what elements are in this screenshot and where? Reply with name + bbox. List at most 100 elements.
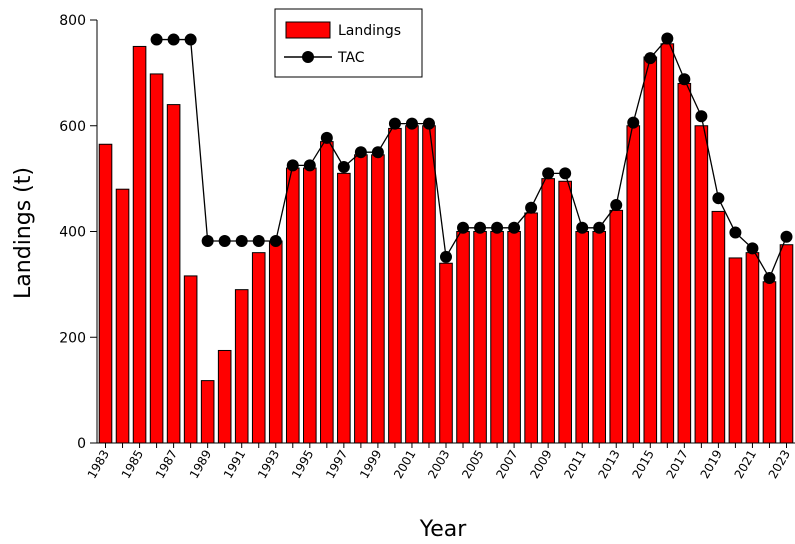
- landings-bar-2009: [541, 178, 555, 444]
- tac-point-2006: [491, 221, 504, 234]
- landings-bar-1991: [234, 289, 249, 444]
- landings-bar-2002: [422, 125, 436, 444]
- landings-bar-1989: [200, 380, 215, 444]
- tac-point-2010: [559, 167, 572, 180]
- landings-bar-2019: [711, 210, 726, 444]
- tac-point-2001: [405, 117, 418, 130]
- landings-bar-1996: [320, 141, 334, 444]
- tac-point-1995: [303, 159, 316, 172]
- tac-point-2000: [388, 117, 401, 130]
- legend-landings-label: Landings: [338, 23, 401, 39]
- legend-tac-label: TAC: [337, 50, 365, 66]
- landings-bar-1995: [303, 167, 317, 444]
- x-tick-label-2017: 2017: [664, 448, 691, 481]
- tac-point-1999: [371, 146, 384, 159]
- x-tick-label-1989: 1989: [187, 448, 214, 481]
- landings-bar-1985: [132, 45, 147, 444]
- x-tick-label-2007: 2007: [493, 448, 520, 481]
- x-tick-label-2005: 2005: [459, 448, 486, 481]
- tac-point-1997: [337, 160, 350, 173]
- tac-point-2016: [661, 32, 674, 45]
- x-tick-label-1983: 1983: [85, 448, 112, 481]
- tac-point-1986: [150, 33, 163, 46]
- landings-bar-1983: [98, 143, 113, 444]
- x-tick-label-2013: 2013: [595, 448, 622, 481]
- landings-bar-2004: [456, 231, 470, 444]
- landings-bar-2020: [728, 257, 743, 444]
- landings-bar-1990: [217, 349, 232, 444]
- tac-point-2021: [746, 242, 759, 255]
- landings-bar-2013: [609, 209, 624, 444]
- x-tick-label-1985: 1985: [119, 448, 146, 481]
- tac-point-2014: [627, 116, 640, 129]
- landings-bar-2006: [490, 231, 504, 444]
- x-tick-label-2015: 2015: [629, 448, 656, 481]
- landings-bar-2005: [473, 231, 487, 444]
- x-tick-label-2011: 2011: [561, 448, 588, 481]
- legend-tac-marker: [302, 51, 314, 63]
- tac-point-1988: [184, 33, 197, 46]
- landings-bar-2000: [388, 127, 402, 444]
- landings-bar-2016: [660, 43, 675, 444]
- y-tick-label-200: 200: [59, 330, 86, 346]
- tac-point-1993: [269, 235, 282, 248]
- tac-point-1990: [218, 235, 231, 248]
- landings-bar-2003: [439, 262, 453, 444]
- tac-line-0: [156, 37, 788, 280]
- tac-point-2023: [780, 230, 793, 243]
- tac-point-2020: [729, 226, 742, 239]
- landings-bar-1986: [149, 73, 164, 444]
- tac-point-1989: [201, 235, 214, 248]
- y-tick-label-0: 0: [77, 436, 86, 452]
- tac-point-2007: [508, 221, 521, 234]
- landings-bar-1987: [166, 104, 181, 444]
- landings-bar-1993: [268, 240, 283, 444]
- x-tick-label-2019: 2019: [698, 448, 725, 481]
- tac-point-2002: [422, 117, 435, 130]
- x-tick-label-2001: 2001: [391, 448, 418, 481]
- x-tick-label-1991: 1991: [221, 448, 248, 481]
- x-tick-label-1995: 1995: [289, 448, 316, 481]
- tac-point-2011: [576, 221, 589, 234]
- landings-bar-2018: [694, 125, 709, 444]
- x-tick-label-2003: 2003: [425, 448, 452, 481]
- tac-point-2018: [695, 110, 708, 123]
- landings-bar-2007: [507, 231, 521, 444]
- tac-point-2015: [644, 52, 657, 65]
- landings-bar-1984: [115, 188, 130, 444]
- x-tick-label-2021: 2021: [732, 448, 759, 481]
- landings-bar-2015: [643, 56, 658, 444]
- x-tick-label-1993: 1993: [255, 448, 282, 481]
- legend-landings-swatch: [285, 21, 331, 39]
- tac-series: [150, 32, 793, 285]
- y-axis-title: Landings (t): [11, 167, 36, 299]
- x-tick-label-1987: 1987: [153, 448, 180, 481]
- tac-point-2004: [457, 221, 470, 234]
- tac-point-1998: [354, 146, 367, 159]
- landings-bar-2022: [762, 281, 777, 444]
- landings-bar-1994: [285, 167, 300, 444]
- landings-bar-1988: [183, 275, 198, 444]
- landings-bar-2021: [745, 252, 760, 444]
- x-tick-label-2009: 2009: [527, 448, 554, 481]
- landings-bar-2011: [575, 231, 590, 444]
- landings-bar-2001: [405, 125, 419, 444]
- y-tick-label-400: 400: [59, 225, 86, 241]
- x-tick-label-1999: 1999: [357, 448, 384, 481]
- tac-point-2012: [593, 221, 606, 234]
- landings-bar-2023: [779, 244, 794, 444]
- landings-bars: [98, 43, 794, 444]
- tac-point-2005: [474, 221, 487, 234]
- legend: Landings TAC: [274, 8, 423, 78]
- landings-bar-2010: [558, 180, 572, 444]
- x-tick-label-1997: 1997: [323, 448, 350, 481]
- landings-bar-1997: [337, 172, 351, 444]
- landings-bar-2014: [626, 125, 641, 444]
- y-tick-label-600: 600: [59, 119, 86, 135]
- landings-bar-2008: [524, 212, 538, 444]
- x-axis-title: Year: [419, 517, 468, 542]
- landings-bar-2017: [677, 82, 692, 444]
- landings-bar-1992: [251, 252, 266, 444]
- tac-point-2013: [610, 199, 623, 212]
- tac-point-2003: [440, 250, 452, 263]
